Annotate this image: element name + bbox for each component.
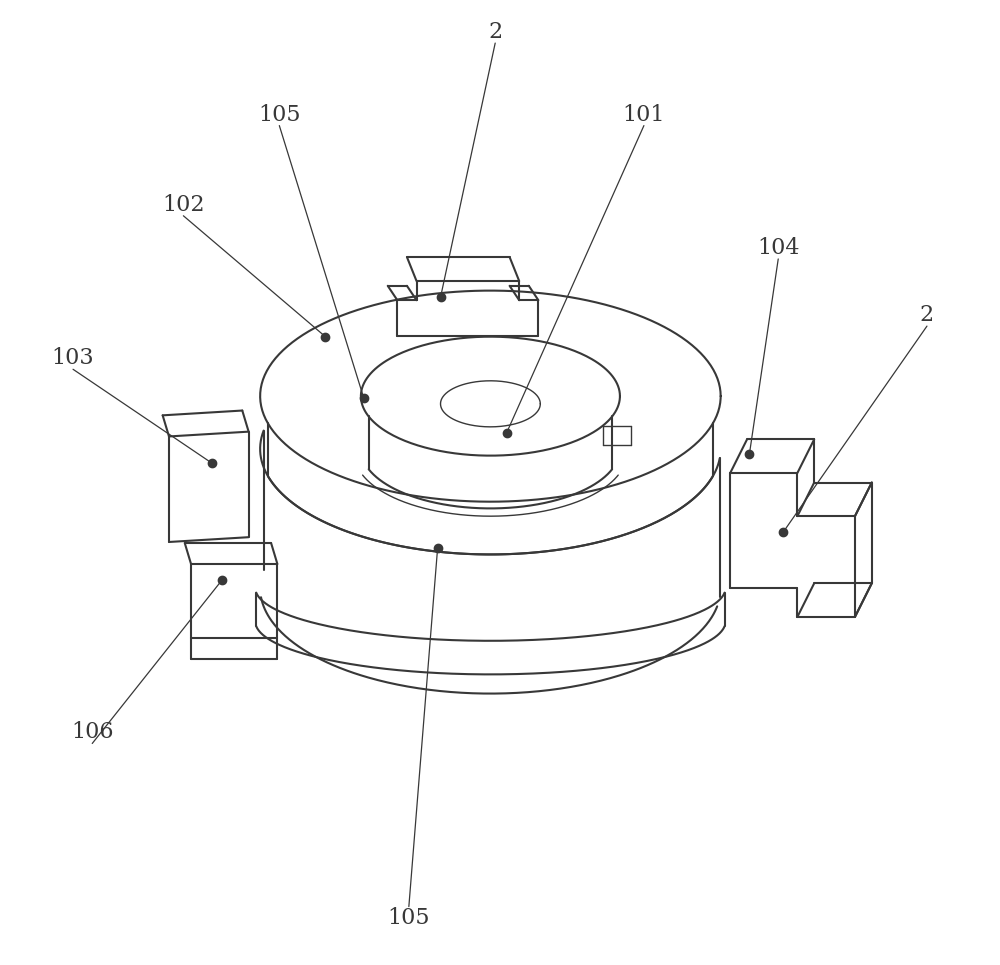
Text: 103: 103 <box>52 347 94 370</box>
Text: 106: 106 <box>71 722 113 743</box>
Text: 104: 104 <box>757 237 799 259</box>
Text: 105: 105 <box>388 906 430 928</box>
Text: 101: 101 <box>623 103 665 125</box>
Text: 105: 105 <box>258 103 301 125</box>
Text: 102: 102 <box>162 194 205 216</box>
Text: 2: 2 <box>488 21 502 43</box>
Text: 2: 2 <box>920 304 934 326</box>
